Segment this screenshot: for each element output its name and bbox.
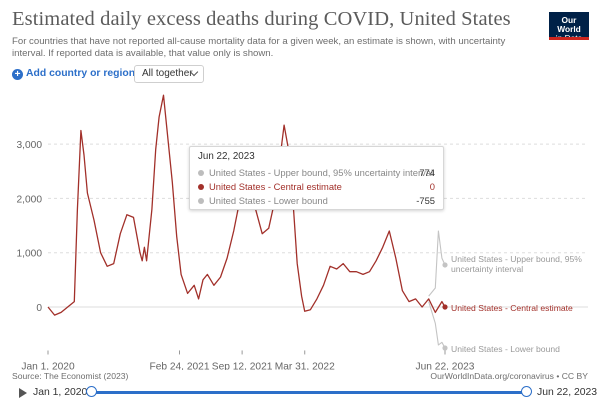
tooltip-label-upper: United States - Upper bound, 95% uncerta… bbox=[209, 167, 434, 178]
tooltip-row-upper: United States - Upper bound, 95% uncerta… bbox=[198, 166, 435, 180]
dropdown-value: All together bbox=[142, 68, 193, 79]
timeline-end-handle[interactable] bbox=[520, 386, 532, 397]
tooltip: Jun 22, 2023 United States - Upper bound… bbox=[189, 146, 444, 210]
x-tick-label: Sep 12, 2021 bbox=[212, 361, 273, 370]
add-country-label: Add country or region bbox=[26, 68, 136, 79]
chart-subtitle: For countries that have not reported all… bbox=[12, 36, 506, 59]
timeline-start-handle[interactable] bbox=[85, 386, 97, 397]
y-tick-label: 3,000 bbox=[17, 140, 43, 151]
chart-title: Estimated daily excess deaths during COV… bbox=[12, 8, 511, 30]
tooltip-label-lower: United States - Lower bound bbox=[209, 195, 328, 206]
lower-bound-line bbox=[428, 301, 446, 349]
x-tick-label: Jun 22, 2023 bbox=[416, 361, 475, 370]
tooltip-date: Jun 22, 2023 bbox=[198, 151, 255, 162]
timeline-track[interactable] bbox=[91, 391, 526, 394]
series-end-label: United States - Upper bound, 95% uncertai… bbox=[451, 254, 582, 274]
tooltip-value-lower: -755 bbox=[416, 195, 435, 206]
series-dot-icon bbox=[198, 170, 204, 176]
y-tick-label: 1,000 bbox=[17, 249, 43, 260]
plus-icon: + bbox=[12, 69, 23, 80]
series-end-point bbox=[442, 345, 448, 351]
central-estimate-line bbox=[47, 94, 446, 316]
y-tick-label: 0 bbox=[36, 303, 42, 314]
x-tick-label: Jan 1, 2020 bbox=[21, 361, 75, 370]
source-note[interactable]: Source: The Economist (2023) bbox=[12, 371, 129, 381]
timeline[interactable]: Jan 1, 2020 Jun 22, 2023 bbox=[0, 384, 600, 404]
timeline-start-label: Jan 1, 2020 bbox=[33, 387, 88, 398]
play-icon[interactable] bbox=[19, 388, 27, 398]
tooltip-value-central: 0 bbox=[429, 181, 435, 192]
upper-bound-line bbox=[428, 230, 446, 297]
series-end-point bbox=[442, 262, 448, 268]
tooltip-label-central: United States - Central estimate bbox=[209, 181, 342, 192]
x-tick-label: Mar 31, 2022 bbox=[275, 361, 335, 370]
logo-accent-bar bbox=[549, 37, 589, 40]
series-dot-icon bbox=[198, 198, 204, 204]
x-tick-label: Feb 24, 2021 bbox=[149, 361, 209, 370]
logo-line-1: Our World bbox=[557, 15, 581, 34]
series-end-label: United States - Lower bound bbox=[451, 344, 560, 354]
add-country-button[interactable]: + Add country or region bbox=[12, 68, 135, 80]
tooltip-row-central: United States - Central estimate 0 bbox=[198, 180, 435, 194]
timeline-end-label: Jun 22, 2023 bbox=[537, 387, 598, 398]
credit-link[interactable]: OurWorldInData.org/coronavirus • CC BY bbox=[430, 371, 588, 381]
tooltip-value-upper: 774 bbox=[419, 167, 435, 178]
series-end-label: United States - Central estimate bbox=[451, 303, 573, 313]
series-end-point bbox=[442, 304, 448, 310]
line-chart[interactable]: 0 1,000 2,000 3,000 Jan 1, 2020 Feb 24, 2021 S… bbox=[0, 90, 600, 370]
view-mode-dropdown[interactable]: All together bbox=[134, 65, 204, 83]
owid-logo[interactable]: Our World in Data bbox=[549, 12, 589, 43]
series-dot-icon bbox=[198, 184, 204, 190]
y-tick-label: 2,000 bbox=[17, 194, 43, 205]
tooltip-row-lower: United States - Lower bound -755 bbox=[198, 194, 435, 208]
